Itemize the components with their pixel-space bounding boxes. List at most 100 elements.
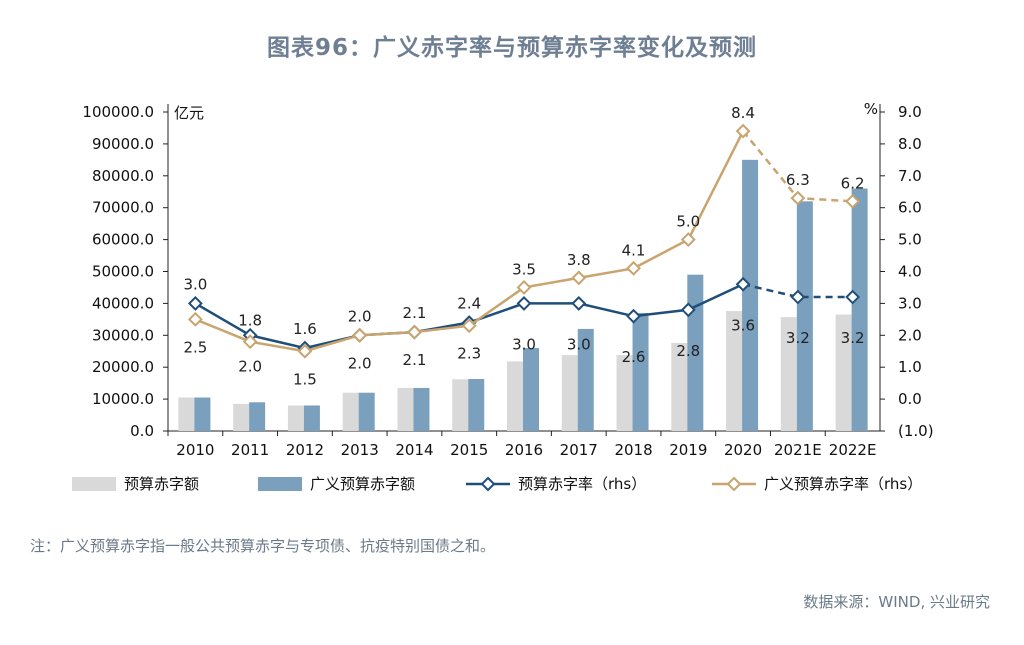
line-marker [626, 260, 641, 276]
line-dashed-预算赤字率（rhs） [742, 283, 853, 299]
left-tick-label: 40000.0 [92, 294, 154, 312]
line-marker [461, 318, 477, 334]
x-tick-label: 2019 [669, 441, 707, 459]
data-label-gold: 2.0 [348, 354, 372, 372]
legend-marker [480, 476, 496, 492]
chart-title: 图表96：广义赤字率与预算赤字率变化及预测 [266, 35, 757, 61]
line-marker [680, 232, 696, 248]
left-tick-label: 100000.0 [82, 103, 154, 121]
right-tick-label: 8.0 [898, 135, 922, 153]
bar-预算赤字额 [397, 387, 414, 431]
bar-预算赤字额 [671, 342, 688, 431]
legend-swatch [72, 477, 116, 491]
data-label-gold: 8.4 [731, 104, 755, 122]
data-label-gold: 1.5 [293, 370, 317, 388]
line-marker [790, 289, 806, 305]
x-tick-label: 2011 [231, 441, 269, 459]
data-label-dark: 2.6 [622, 348, 646, 366]
chart-note: 注：广义预算赤字指一般公共预算赤字与专项债、抗疫特别国债之和。 [30, 537, 496, 555]
x-tick-label: 2014 [395, 441, 433, 459]
right-tick-label: 2.0 [898, 326, 922, 344]
bar-预算赤字额 [178, 397, 195, 431]
data-label-dark: 3.0 [567, 335, 591, 353]
right-tick-label: 9.0 [898, 103, 922, 121]
line-marker [626, 308, 641, 324]
data-label-dark: 3.0 [512, 335, 536, 353]
right-tick-label: 0.0 [898, 390, 922, 408]
line-marker [242, 334, 258, 350]
left-tick-label: 50000.0 [92, 263, 154, 281]
x-tick-label: 2012 [286, 441, 324, 459]
line-marker [571, 295, 587, 311]
x-tick-label: 2021E [774, 441, 822, 459]
x-tick-label: 2020 [724, 441, 762, 459]
legend-label: 广义预算赤字额 [310, 475, 415, 493]
bar-广义预算赤字额 [303, 405, 320, 431]
left-tick-label: 90000.0 [92, 135, 154, 153]
data-label-dark: 3.0 [183, 275, 207, 293]
data-label-gold: 3.5 [512, 260, 536, 278]
legend-label: 预算赤字率（rhs） [518, 475, 646, 493]
left-tick-label: 30000.0 [92, 326, 154, 344]
data-label-dark: 3.6 [731, 316, 755, 334]
data-label-dark: 2.8 [676, 342, 700, 360]
data-label-dark: 3.2 [841, 329, 865, 347]
line-marker [516, 280, 532, 295]
right-tick-label: 1.0 [898, 358, 922, 376]
data-label-dark: 3.2 [786, 329, 810, 347]
data-label-dark: 2.0 [348, 307, 372, 325]
bar-预算赤字额 [287, 405, 304, 431]
data-label-gold: 2.0 [238, 358, 262, 376]
x-tick-label: 2022E [829, 441, 877, 459]
bar-预算赤字额 [616, 355, 633, 431]
line-marker [680, 302, 696, 318]
data-label-gold: 2.1 [403, 351, 427, 369]
line-marker [790, 190, 806, 206]
data-label-dark: 2.1 [403, 304, 427, 322]
bar-预算赤字额 [726, 311, 743, 431]
line-marker [845, 193, 861, 209]
line-marker [297, 343, 313, 359]
data-label-dark: 2.4 [457, 295, 481, 313]
left-tick-label: 80000.0 [92, 167, 154, 185]
bar-预算赤字额 [780, 317, 797, 431]
line-marker [187, 295, 203, 311]
line-marker [845, 289, 861, 305]
legend-label: 预算赤字额 [124, 475, 199, 493]
left-axis-unit: 亿元 [174, 104, 204, 122]
left-tick-label: 10000.0 [92, 390, 154, 408]
bar-广义预算赤字额 [468, 379, 485, 431]
line-marker [735, 276, 751, 292]
data-source: 数据来源：WIND, 兴业研究 [803, 593, 990, 611]
line-marker [735, 123, 751, 139]
right-tick-label: 3.0 [898, 294, 922, 312]
bar-广义预算赤字额 [577, 328, 594, 431]
line-marker [571, 270, 587, 286]
right-tick-label: 5.0 [898, 231, 922, 249]
bar-广义预算赤字额 [796, 201, 813, 431]
data-label-gold: 4.1 [622, 241, 646, 259]
data-label-gold: 2.5 [183, 338, 207, 356]
left-tick-label: 20000.0 [92, 358, 154, 376]
bar-广义预算赤字额 [249, 402, 266, 431]
bar-预算赤字额 [835, 314, 852, 431]
legend-marker [726, 476, 742, 492]
line-marker [352, 327, 368, 343]
data-label-gold: 6.3 [786, 171, 810, 189]
bar-预算赤字额 [561, 355, 578, 431]
bar-广义预算赤字额 [358, 392, 375, 431]
left-tick-label: 60000.0 [92, 231, 154, 249]
left-tick-label: 70000.0 [92, 199, 154, 217]
chart: 0.0 10000.0 20000.0 30000.0 40000.0 50000.0 60… [72, 100, 934, 493]
data-label-gold: 5.0 [676, 213, 700, 231]
right-tick-label: 6.0 [898, 199, 922, 217]
x-tick-label: 2013 [341, 441, 379, 459]
bar-广义预算赤字额 [523, 348, 539, 431]
x-tick-label: 2010 [176, 441, 214, 459]
x-tick-label: 2016 [505, 441, 543, 459]
right-tick-label: 4.0 [898, 263, 922, 281]
data-label-gold: 6.2 [841, 174, 865, 192]
data-label-dark: 1.6 [293, 320, 317, 338]
line-marker [187, 311, 203, 327]
bar-预算赤字额 [452, 379, 469, 431]
